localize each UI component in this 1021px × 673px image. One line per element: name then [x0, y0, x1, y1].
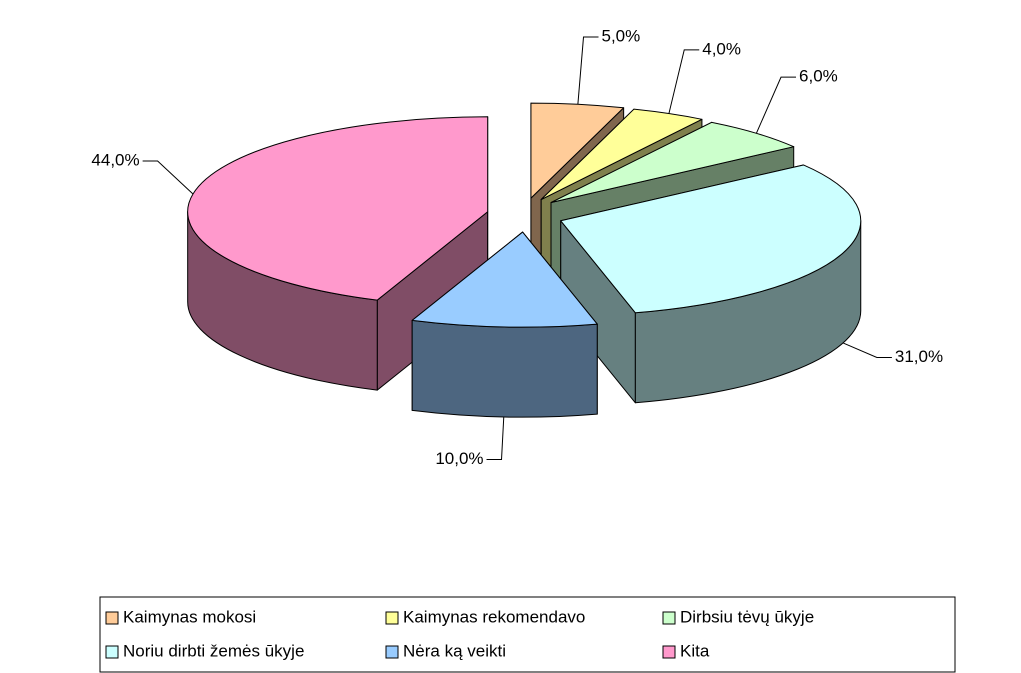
leader-line: [668, 49, 700, 114]
slice: [411, 231, 598, 418]
legend-label: Dirbsiu tėvų ūkyje: [680, 607, 814, 626]
leader-line: [755, 76, 797, 134]
legend-swatch: [105, 645, 119, 659]
legend-swatch: [662, 645, 676, 659]
slice-top: [530, 102, 625, 199]
slice-top: [560, 164, 862, 314]
legend-swatch: [662, 611, 676, 625]
leader-line: [486, 416, 505, 461]
data-label: 31,0%: [895, 347, 943, 366]
leader-line: [842, 342, 892, 358]
data-label: 10,0%: [435, 449, 483, 468]
legend-box: [99, 596, 956, 673]
legend-label: Kita: [680, 641, 710, 660]
slice-top: [411, 231, 598, 328]
leader-line: [142, 160, 194, 195]
slice: [187, 116, 489, 391]
leader-line: [577, 36, 599, 105]
legend-swatch: [105, 611, 119, 625]
slice-wall: [411, 319, 598, 418]
data-label: 44,0%: [91, 150, 139, 169]
legend-swatch: [385, 611, 399, 625]
data-label: 5,0%: [602, 27, 641, 46]
data-label: 4,0%: [702, 39, 741, 58]
data-label: 6,0%: [799, 67, 838, 86]
legend-label: Kaimynas mokosi: [123, 607, 256, 626]
legend-label: Nėra ką veikti: [403, 641, 506, 660]
legend-swatch: [385, 645, 399, 659]
legend-label: Kaimynas rekomendavo: [403, 607, 585, 626]
slice: [560, 164, 862, 404]
legend-label: Noriu dirbti žemės ūkyje: [123, 641, 304, 660]
